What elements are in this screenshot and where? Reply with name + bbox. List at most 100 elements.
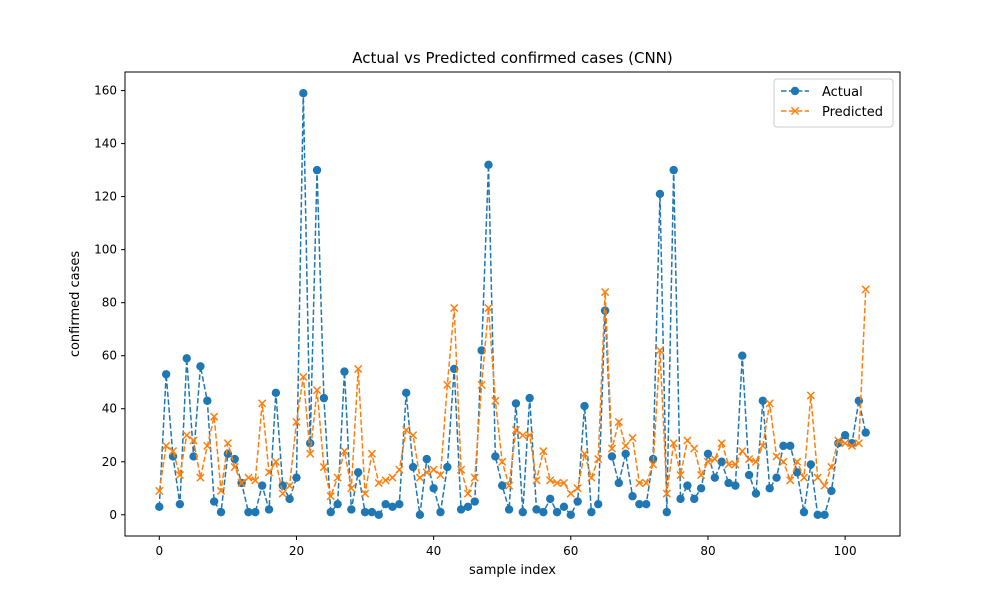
x-tick-label: 60 xyxy=(563,544,578,558)
data-point-actual xyxy=(840,431,850,440)
data-point-actual xyxy=(196,362,205,371)
data-point-predicted xyxy=(847,441,857,450)
data-point-actual xyxy=(539,507,548,517)
data-point-predicted xyxy=(162,441,171,450)
data-point-predicted xyxy=(511,425,521,435)
data-point-actual xyxy=(779,441,788,451)
data-point-actual xyxy=(717,457,726,466)
data-point-predicted xyxy=(264,468,274,477)
data-point-actual xyxy=(744,470,754,480)
data-point-actual xyxy=(765,484,774,493)
data-point-predicted xyxy=(306,449,315,458)
data-point-actual xyxy=(655,189,665,199)
data-point-predicted xyxy=(779,457,788,466)
data-point-actual xyxy=(388,502,397,512)
data-point-predicted xyxy=(559,478,569,488)
legend-marker-actual xyxy=(790,86,800,96)
data-point-predicted xyxy=(175,470,184,480)
data-point-predicted xyxy=(367,449,377,458)
data-point-actual xyxy=(484,160,493,169)
data-point-actual xyxy=(813,510,822,519)
data-point-actual xyxy=(415,510,425,519)
data-point-predicted xyxy=(312,386,322,395)
data-point-actual xyxy=(429,484,438,493)
series-line-predicted xyxy=(158,289,867,499)
data-point-predicted xyxy=(477,380,486,389)
series-actual xyxy=(155,89,870,519)
data-point-predicted xyxy=(834,436,843,445)
data-point-actual xyxy=(587,507,596,517)
data-point-actual xyxy=(594,499,603,509)
data-point-predicted xyxy=(744,454,754,464)
data-point-predicted xyxy=(498,457,507,466)
data-point-predicted xyxy=(299,372,308,382)
y-tick-label: 80 xyxy=(102,296,117,310)
data-point-actual xyxy=(772,473,781,482)
data-point-predicted xyxy=(443,380,452,389)
data-point-predicted xyxy=(210,412,219,421)
data-point-actual xyxy=(696,484,706,493)
y-tick-label: 60 xyxy=(102,349,117,363)
data-point-predicted xyxy=(415,473,425,482)
data-point-predicted xyxy=(786,476,795,485)
data-point-predicted xyxy=(271,457,281,466)
data-point-predicted xyxy=(662,489,671,498)
legend-label-actual: Actual xyxy=(822,85,863,100)
data-point-predicted xyxy=(607,444,617,453)
data-point-actual xyxy=(607,452,617,461)
data-point-actual xyxy=(710,473,720,482)
data-point-actual xyxy=(559,502,569,512)
data-point-predicted xyxy=(621,441,630,450)
data-point-predicted xyxy=(216,486,226,496)
data-point-predicted xyxy=(525,431,534,440)
data-point-actual xyxy=(614,478,624,488)
data-point-predicted xyxy=(580,449,589,458)
x-axis-label: sample index xyxy=(469,563,556,578)
data-point-predicted xyxy=(806,391,815,400)
data-point-predicted xyxy=(196,473,205,482)
data-point-predicted xyxy=(546,476,555,485)
data-point-predicted xyxy=(436,470,445,480)
data-point-predicted xyxy=(484,303,493,313)
data-point-predicted xyxy=(456,465,466,474)
data-point-predicted xyxy=(223,439,233,448)
data-point-predicted xyxy=(635,478,644,488)
data-point-predicted xyxy=(738,447,747,456)
data-point-predicted xyxy=(450,303,459,313)
data-point-actual xyxy=(347,505,356,514)
data-point-actual xyxy=(676,494,685,504)
data-point-predicted xyxy=(340,447,349,456)
legend-label-predicted: Predicted xyxy=(822,105,883,120)
data-point-actual xyxy=(573,497,582,506)
x-tick-label: 20 xyxy=(289,544,304,558)
series-predicted xyxy=(155,285,870,501)
data-point-predicted xyxy=(676,470,685,480)
legend-box xyxy=(773,78,894,128)
data-point-predicted xyxy=(552,478,562,488)
data-point-actual xyxy=(683,481,692,490)
data-point-actual xyxy=(525,393,534,403)
data-point-predicted xyxy=(237,478,246,488)
data-point-predicted xyxy=(703,457,713,466)
data-point-predicted xyxy=(696,470,706,480)
data-point-predicted xyxy=(189,436,198,445)
data-point-predicted xyxy=(600,287,610,297)
data-point-predicted xyxy=(422,468,431,477)
data-point-actual xyxy=(792,468,802,477)
data-point-actual xyxy=(854,396,864,405)
data-point-predicted xyxy=(628,433,637,443)
data-point-predicted xyxy=(491,396,500,405)
legend-entry-predicted xyxy=(781,106,809,116)
data-point-predicted xyxy=(504,481,514,490)
data-point-actual xyxy=(292,473,301,482)
data-point-actual xyxy=(491,452,500,461)
data-point-predicted xyxy=(381,476,390,485)
data-point-actual xyxy=(209,497,219,506)
data-point-predicted xyxy=(429,465,438,474)
data-point-predicted xyxy=(168,447,178,456)
data-point-actual xyxy=(724,478,733,488)
data-point-actual xyxy=(367,507,377,517)
data-point-predicted xyxy=(182,431,191,440)
data-point-actual xyxy=(477,346,486,355)
data-point-predicted xyxy=(690,444,699,453)
